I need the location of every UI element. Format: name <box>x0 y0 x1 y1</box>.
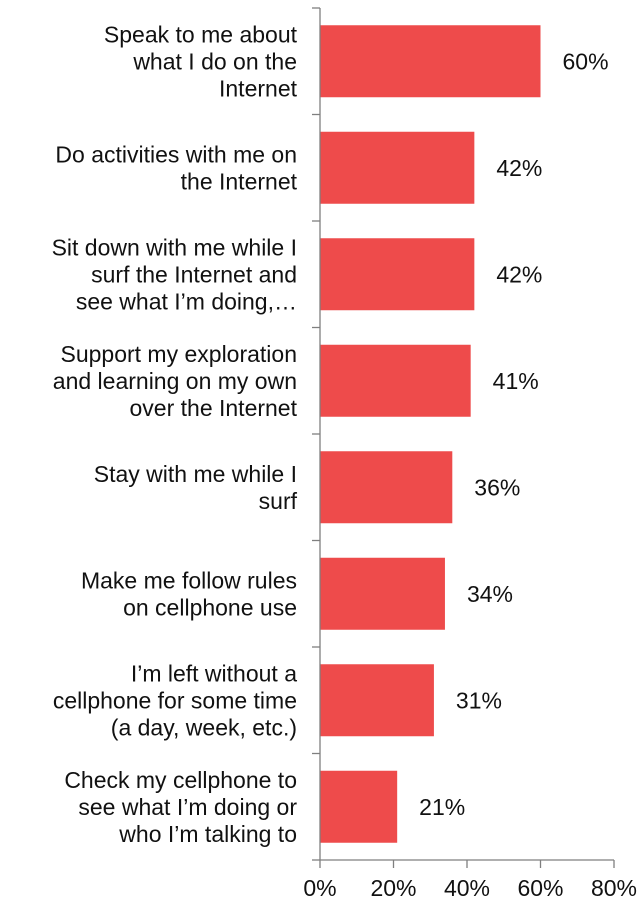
category-label-line: the Internet <box>181 168 298 194</box>
category-label-line: cellphone for some time <box>53 687 297 713</box>
category-label-line: what I do on the <box>132 48 297 74</box>
data-label-2: 42% <box>496 155 542 181</box>
category-label-line: (a day, week, etc.) <box>111 714 297 740</box>
data-label-6: 34% <box>467 581 513 607</box>
category-label-line: surf <box>259 488 298 514</box>
x-tick-label-5: 80% <box>591 875 637 901</box>
category-label-line: I’m left without a <box>131 660 297 686</box>
category-label-8: Check my cellphone to see what I’m doing … <box>64 767 297 847</box>
category-label-6: Make me follow rules on cellphone use <box>81 567 297 620</box>
category-label-line: Stay with me while I <box>94 461 297 487</box>
category-label-line: Internet <box>219 75 298 101</box>
category-label-line: see what I’m doing,… <box>76 288 297 314</box>
category-label-line: Sit down with me while I <box>52 234 297 260</box>
bar-8 <box>320 770 398 843</box>
category-label-1: Speak to me about what I do on the Interne… <box>104 21 298 101</box>
bars-layer <box>320 25 541 843</box>
x-tick-label-4: 60% <box>517 875 563 901</box>
data-labels: 60% 42% 42% 41% 36% 34% 31% 21% <box>419 48 608 820</box>
category-label-line: over the Internet <box>130 395 298 421</box>
x-tick-label-2: 20% <box>370 875 416 901</box>
category-label-line: Make me follow rules <box>81 567 297 593</box>
data-label-3: 42% <box>496 261 542 287</box>
category-label-4: Support my exploration and learning on my… <box>53 341 298 421</box>
x-tick-label-1: 0% <box>303 875 336 901</box>
category-label-line: see what I’m doing or <box>78 794 297 820</box>
data-label-1: 60% <box>563 48 609 74</box>
category-label-7: I’m left without a cellphone for some tim… <box>53 660 297 740</box>
category-label-line: Support my exploration <box>60 341 297 367</box>
bar-2 <box>320 131 475 204</box>
data-label-7: 31% <box>456 687 502 713</box>
category-labels: Speak to me about what I do on the Interne… <box>52 21 298 847</box>
bar-4 <box>320 344 471 417</box>
data-label-4: 41% <box>493 368 539 394</box>
data-label-5: 36% <box>474 474 520 500</box>
category-label-2: Do activities with me on the Internet <box>55 141 297 194</box>
category-label-line: Do activities with me on <box>55 141 297 167</box>
data-label-8: 21% <box>419 794 465 820</box>
bar-7 <box>320 664 434 737</box>
bar-6 <box>320 557 445 630</box>
bar-5 <box>320 451 453 524</box>
x-tick-label-3: 40% <box>444 875 490 901</box>
category-label-line: on cellphone use <box>123 594 297 620</box>
category-label-line: and learning on my own <box>53 368 297 394</box>
x-axis-ticks: 0% 20% 40% 60% 80% <box>303 860 637 901</box>
bar-3 <box>320 238 475 311</box>
category-label-line: Check my cellphone to <box>64 767 297 793</box>
category-label-line: surf the Internet and <box>91 261 297 287</box>
category-label-line: Speak to me about <box>104 21 298 47</box>
bar-1 <box>320 25 541 98</box>
category-label-line: who I’m talking to <box>118 821 297 847</box>
